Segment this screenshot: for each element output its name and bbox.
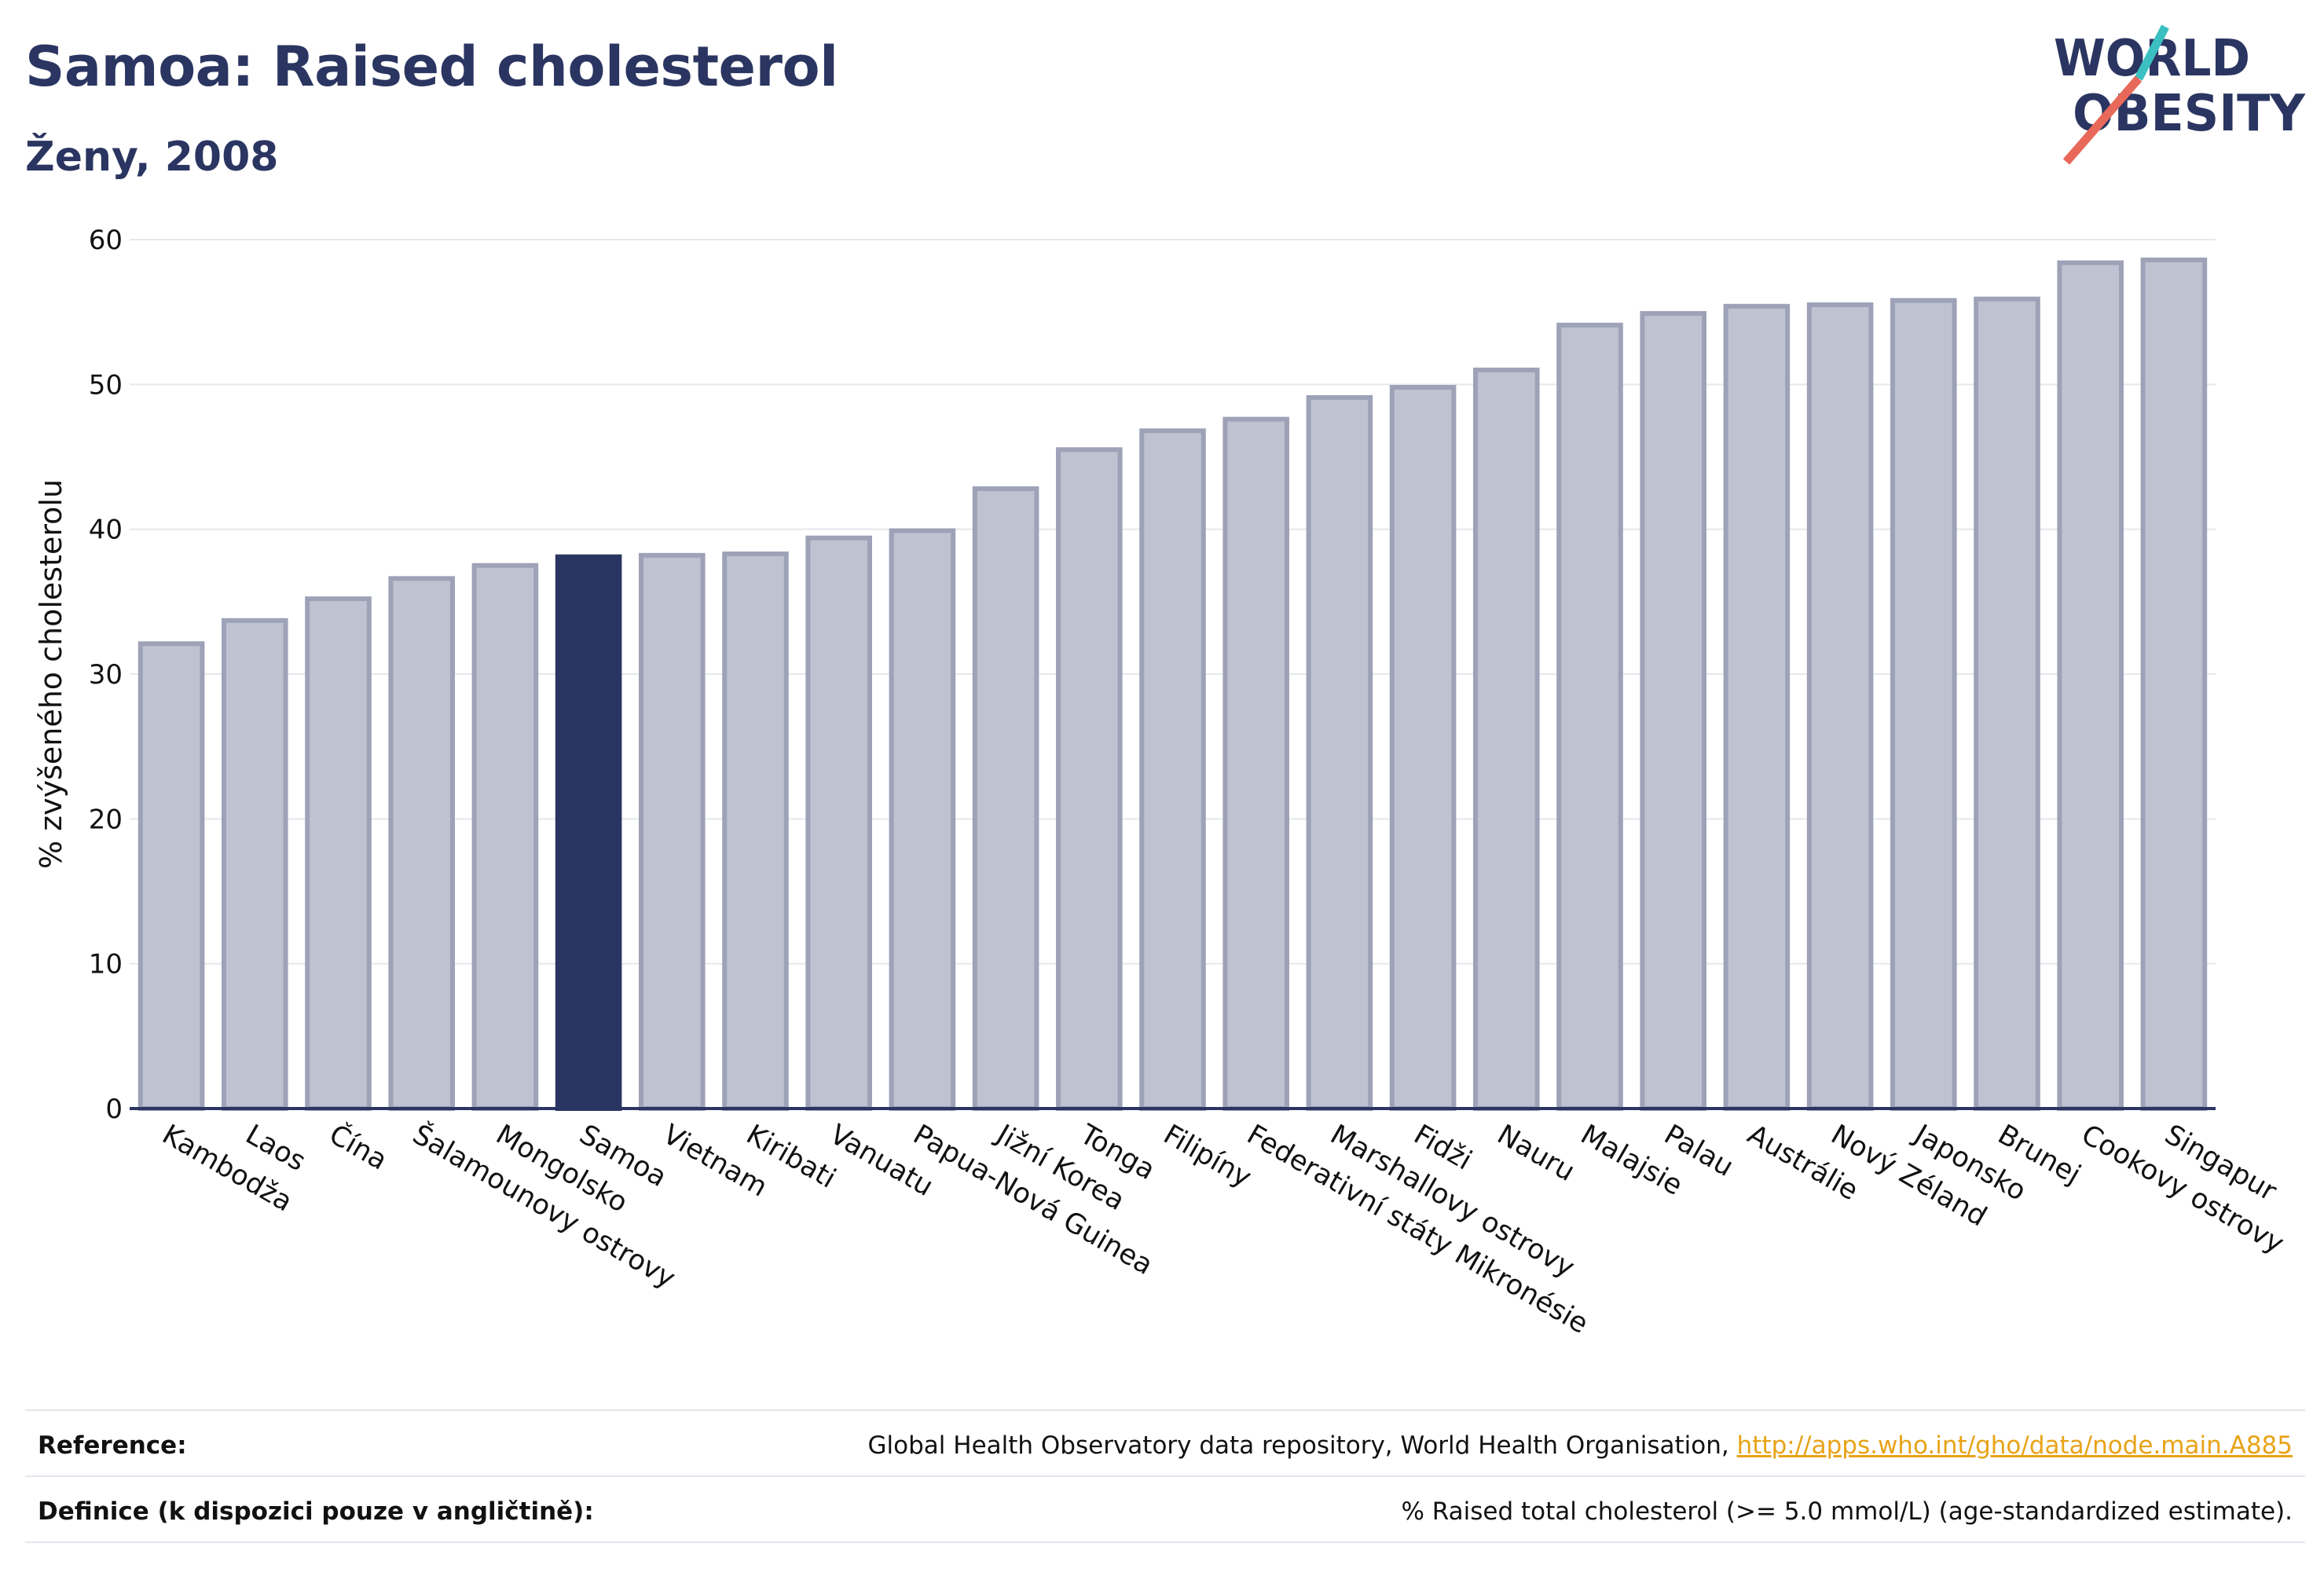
bar	[555, 554, 622, 1111]
bar	[305, 596, 372, 1111]
y-tick-label: 20	[89, 804, 123, 835]
y-tick-label: 50	[89, 369, 123, 401]
bar	[1222, 416, 1289, 1111]
x-tick-label: Filipíny	[1158, 1119, 1256, 1193]
y-tick-label: 10	[89, 949, 123, 980]
bar	[2057, 260, 2124, 1112]
bar	[137, 641, 205, 1111]
footer-rule-middle	[25, 1475, 2305, 1477]
bar	[222, 618, 288, 1111]
reference-row: Reference: Global Health Observatory dat…	[25, 1414, 2305, 1477]
bar	[1306, 394, 1373, 1111]
bar	[1974, 296, 2040, 1111]
y-tick-label: 0	[105, 1094, 123, 1125]
bar	[1806, 302, 1874, 1111]
y-axis-label: % zvýšeného cholesterolu	[34, 479, 68, 869]
reference-text: Global Health Observatory data repositor…	[867, 1431, 1737, 1460]
bar	[1640, 311, 1706, 1111]
logo-slash-teal	[2135, 24, 2169, 81]
bar	[1056, 447, 1123, 1111]
reference-value: Global Health Observatory data repositor…	[868, 1431, 2305, 1460]
y-tick-label: 40	[89, 515, 123, 546]
x-tick-label: Čína	[324, 1117, 393, 1176]
y-tick-label: 60	[89, 225, 123, 256]
bar	[471, 563, 539, 1111]
world-obesity-logo: WORLD OBESITY	[2054, 24, 2306, 165]
chart-title: Samoa: Raised cholesterol	[25, 35, 838, 99]
bar	[1556, 322, 1623, 1111]
logo-slash-coral	[2062, 75, 2143, 165]
bar	[889, 528, 956, 1111]
bar	[1139, 428, 1206, 1111]
bar	[639, 552, 706, 1111]
bar	[1389, 385, 1457, 1111]
bar	[1723, 303, 1791, 1111]
bar	[2140, 257, 2208, 1112]
definition-row: Definice (k dispozici pouze v angličtině…	[25, 1480, 2305, 1543]
definition-label: Definice (k dispozici pouze v angličtině…	[38, 1497, 594, 1526]
definition-text: % Raised total cholesterol (>= 5.0 mmol/…	[1401, 1497, 2293, 1526]
footer-rule-bottom	[25, 1541, 2305, 1543]
chart-subtitle: Ženy, 2008	[25, 134, 279, 181]
reference-link[interactable]: http://apps.who.int/gho/data/node.main.A…	[1736, 1431, 2293, 1460]
x-tick-label: Nauru	[1492, 1119, 1580, 1188]
bar	[388, 576, 455, 1111]
bar	[972, 486, 1039, 1111]
bar	[1890, 298, 1957, 1111]
bar	[722, 552, 789, 1111]
reference-label: Reference:	[38, 1431, 187, 1460]
bar	[1473, 367, 1540, 1111]
y-tick-label: 30	[89, 659, 123, 691]
bar	[805, 535, 872, 1111]
footer-rule-top	[25, 1409, 2305, 1411]
